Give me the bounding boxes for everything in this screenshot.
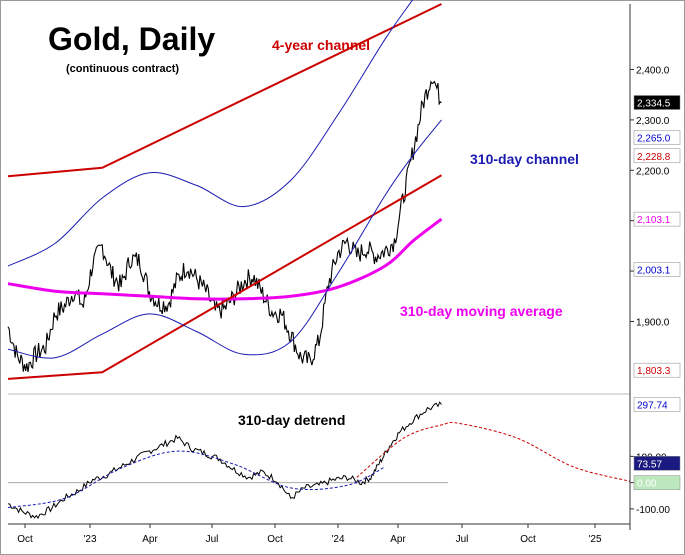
time-tick-label: Oct bbox=[267, 534, 283, 545]
price-marker-box bbox=[633, 262, 681, 277]
detrend-marker: 73.57 bbox=[637, 459, 662, 470]
series-detrend-cycle bbox=[7, 450, 386, 509]
time-tick-label: Oct bbox=[520, 534, 536, 545]
time-tick-label: Jul bbox=[206, 534, 219, 545]
detrend-marker-box bbox=[633, 475, 681, 490]
series-detrend-projection bbox=[356, 421, 631, 482]
price-marker: 1,803.3 bbox=[637, 366, 671, 377]
time-axis-ticks: Oct '23 Apr Jul Oct '24 Apr Jul Oct '25 bbox=[17, 524, 602, 545]
price-marker: 2,228.8 bbox=[637, 152, 671, 163]
detrend-tick-label: -100.00 bbox=[636, 505, 670, 516]
price-marker-box bbox=[633, 130, 681, 145]
series-gold-price bbox=[7, 80, 442, 373]
series-4-year-channel-lower bbox=[7, 174, 443, 380]
detrend-marker-box bbox=[633, 397, 681, 412]
price-marker-box bbox=[633, 211, 681, 227]
time-tick-label: '25 bbox=[588, 534, 601, 545]
series-4-year-channel-upper bbox=[7, 3, 442, 178]
detrend-marker-box bbox=[633, 456, 681, 471]
price-tick-label: 2,300.0 bbox=[636, 116, 670, 127]
time-tick-label: Apr bbox=[142, 534, 158, 545]
price-marker: 2,265.0 bbox=[637, 134, 671, 145]
detrend-label: 310-day detrend bbox=[238, 412, 345, 428]
moving-average-label: 310-day moving average bbox=[400, 303, 563, 319]
four-year-channel-label: 4-year channel bbox=[272, 37, 370, 53]
price-markers: 2,334.5 2,265.0 2,228.8 2,103.1 2,003.1 1,803… bbox=[633, 95, 681, 490]
time-tick-label: Apr bbox=[390, 534, 406, 545]
price-marker: 2,003.1 bbox=[637, 266, 671, 277]
series-310-day-channel-upper bbox=[7, 0, 414, 267]
price-marker-box bbox=[633, 362, 681, 378]
price-tick-label: 1,900.0 bbox=[636, 317, 670, 328]
series-310-day-detrend bbox=[7, 401, 442, 519]
detrend-marker: 0.00 bbox=[637, 479, 657, 490]
series bbox=[7, 0, 631, 519]
time-tick-label: Oct bbox=[17, 534, 33, 545]
series-310-day-channel-lower bbox=[7, 119, 442, 359]
time-tick-label: '24 bbox=[331, 534, 344, 545]
chart-subtitle: (continuous contract) bbox=[66, 63, 179, 75]
price-marker: 2,103.1 bbox=[637, 215, 671, 226]
price-marker-box bbox=[633, 148, 681, 164]
price-tick-label: 2,200.0 bbox=[636, 166, 670, 177]
day310-channel-label: 310-day channel bbox=[470, 151, 579, 167]
chart-title: Gold, Daily bbox=[48, 21, 215, 57]
price-tick-label: 2,400.0 bbox=[636, 66, 670, 77]
time-tick-label: Jul bbox=[456, 534, 469, 545]
price-marker: 2,334.5 bbox=[637, 99, 671, 110]
series-310-day-moving-average bbox=[7, 217, 443, 301]
detrend-marker: 297.74 bbox=[637, 400, 668, 411]
price-marker-box bbox=[633, 95, 681, 110]
time-tick-label: '23 bbox=[83, 534, 96, 545]
